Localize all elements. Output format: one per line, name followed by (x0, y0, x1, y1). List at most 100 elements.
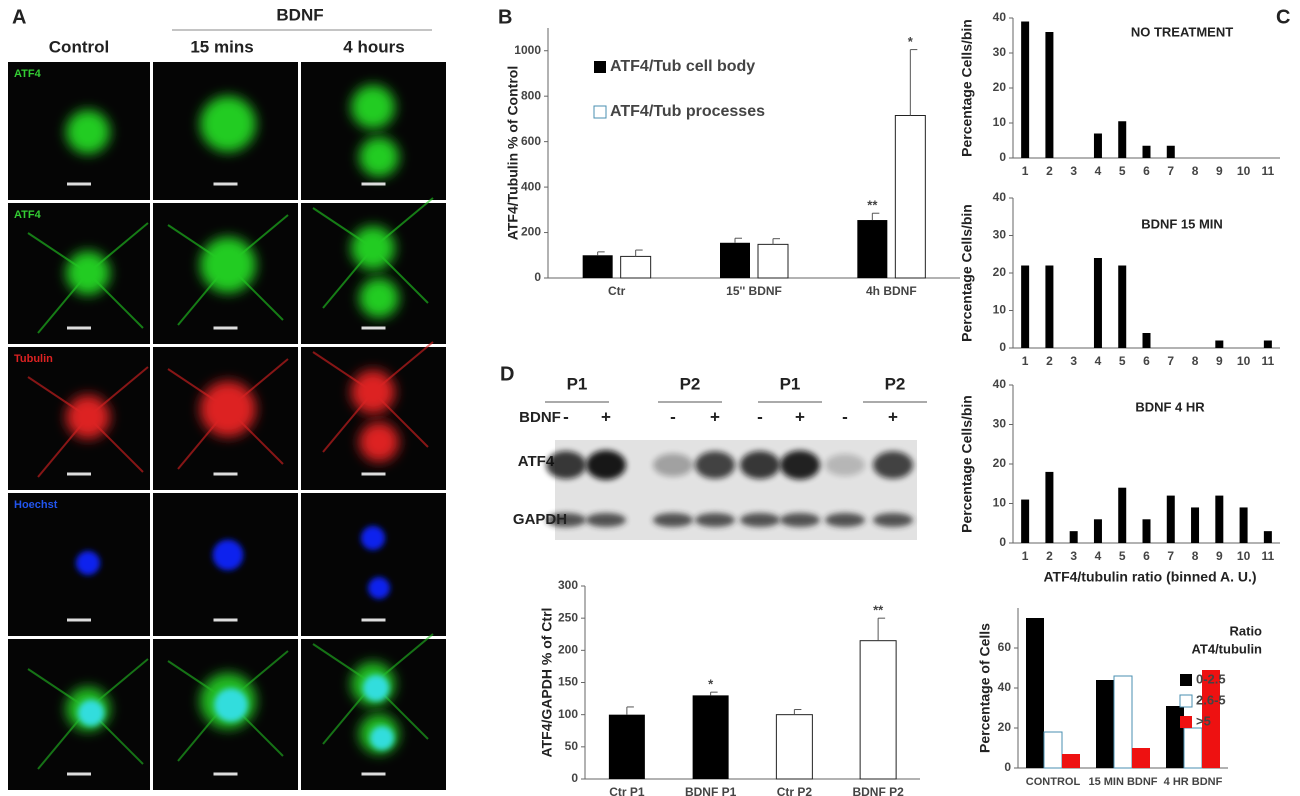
blot-group: P1 (567, 374, 588, 393)
bar (1263, 340, 1272, 348)
x-tick-label: 11 (1262, 549, 1275, 563)
x-tick-label: 15'' BDNF (726, 284, 782, 298)
bar (1202, 670, 1220, 768)
y-tick-label: 0 (534, 270, 541, 284)
legend-label: >5 (1196, 713, 1211, 728)
y-axis-label: ATF4/GAPDH % of Ctrl (539, 608, 555, 758)
x-tick-label: 8 (1192, 549, 1199, 563)
x-tick-label: 3 (1070, 549, 1077, 563)
x-tick-label: 7 (1167, 164, 1174, 178)
blot-group: P2 (680, 374, 701, 393)
y-tick-label: 20 (993, 456, 1007, 470)
x-tick-label: Ctr P2 (777, 785, 813, 796)
significance: * (908, 34, 914, 49)
x-tick-label: 4 (1095, 549, 1102, 563)
band (653, 513, 693, 527)
x-tick-label: 3 (1070, 354, 1077, 368)
treatment: + (795, 407, 805, 426)
bar (857, 220, 888, 278)
column-header: Control (49, 37, 109, 56)
y-tick-label: 40 (998, 680, 1012, 694)
bar (582, 255, 613, 278)
legend-swatch (593, 105, 607, 119)
x-tick-label: 1 (1022, 549, 1029, 563)
bar (1263, 531, 1272, 543)
bar (859, 640, 897, 780)
band (825, 454, 865, 476)
band (586, 450, 626, 480)
y-tick-label: 0 (1004, 760, 1011, 774)
x-tick-label: 9 (1216, 354, 1223, 368)
y-tick-label: 40 (993, 377, 1007, 391)
treatment: - (670, 407, 676, 426)
legend-swatch (1179, 694, 1193, 708)
y-tick-label: 200 (558, 643, 578, 657)
bar (1113, 675, 1133, 769)
treatment: + (710, 407, 720, 426)
bar (1215, 495, 1224, 543)
x-tick-label: CONTROL (1026, 776, 1081, 788)
bar (1026, 618, 1044, 768)
bar (1142, 519, 1151, 543)
x-tick-label: 2 (1046, 354, 1053, 368)
bar (1096, 680, 1114, 768)
y-tick-label: 300 (558, 578, 578, 592)
bar (1021, 265, 1030, 348)
bar (1191, 507, 1200, 543)
x-tick-label: 1 (1022, 164, 1029, 178)
y-tick-label: 0 (999, 535, 1006, 549)
band (825, 513, 865, 527)
y-axis-label: Percentage Cells/bin (959, 204, 975, 342)
treatment: - (563, 407, 569, 426)
micrograph (301, 62, 446, 200)
x-tick-label: 4h BDNF (866, 284, 917, 298)
x-tick-label: 11 (1262, 354, 1275, 368)
bar (1166, 495, 1175, 543)
y-tick-label: 40 (993, 10, 1007, 24)
bar (692, 695, 729, 779)
bar (1142, 333, 1151, 348)
y-tick-label: 600 (521, 134, 541, 148)
y-tick-label: 0 (999, 340, 1006, 354)
band-label: ATF4 (518, 453, 555, 470)
bar (1045, 265, 1054, 348)
x-tick-label: 1 (1022, 354, 1029, 368)
treatment-label: BDNF (519, 409, 561, 426)
micrograph (301, 639, 446, 790)
bar (1045, 32, 1054, 158)
bar (608, 714, 645, 779)
legend-title: Ratio (1230, 623, 1263, 638)
bar (1142, 145, 1151, 158)
bar (1239, 507, 1248, 543)
y-tick-label: 100 (558, 707, 578, 721)
band (695, 451, 735, 479)
band (546, 451, 586, 479)
legend-swatch (1180, 716, 1192, 728)
y-tick-label: 200 (521, 225, 541, 239)
channel-label: Tubulin (14, 353, 53, 365)
x-tick-label: Ctr (608, 284, 626, 298)
x-tick-label: 5 (1119, 354, 1126, 368)
y-tick-label: 400 (521, 179, 541, 193)
x-tick-label: 6 (1143, 164, 1150, 178)
panel-label: C (1276, 6, 1290, 28)
bar (1118, 487, 1127, 543)
x-tick-label: 5 (1119, 549, 1126, 563)
x-tick-label: 3 (1070, 164, 1077, 178)
treatment: - (842, 407, 848, 426)
panel-label: A (12, 6, 26, 28)
bar (1069, 531, 1078, 543)
group-label: BDNF (276, 5, 323, 24)
x-tick-label: 10 (1237, 164, 1251, 178)
y-tick-label: 10 (993, 115, 1007, 129)
y-tick-label: 20 (993, 265, 1007, 279)
band (546, 513, 586, 527)
cell-body (200, 96, 256, 152)
x-tick-label: 10 (1237, 354, 1251, 368)
treatment: - (757, 407, 763, 426)
x-tick-label: 11 (1262, 164, 1275, 178)
x-tick-label: 9 (1216, 549, 1223, 563)
x-tick-label: 5 (1119, 164, 1126, 178)
